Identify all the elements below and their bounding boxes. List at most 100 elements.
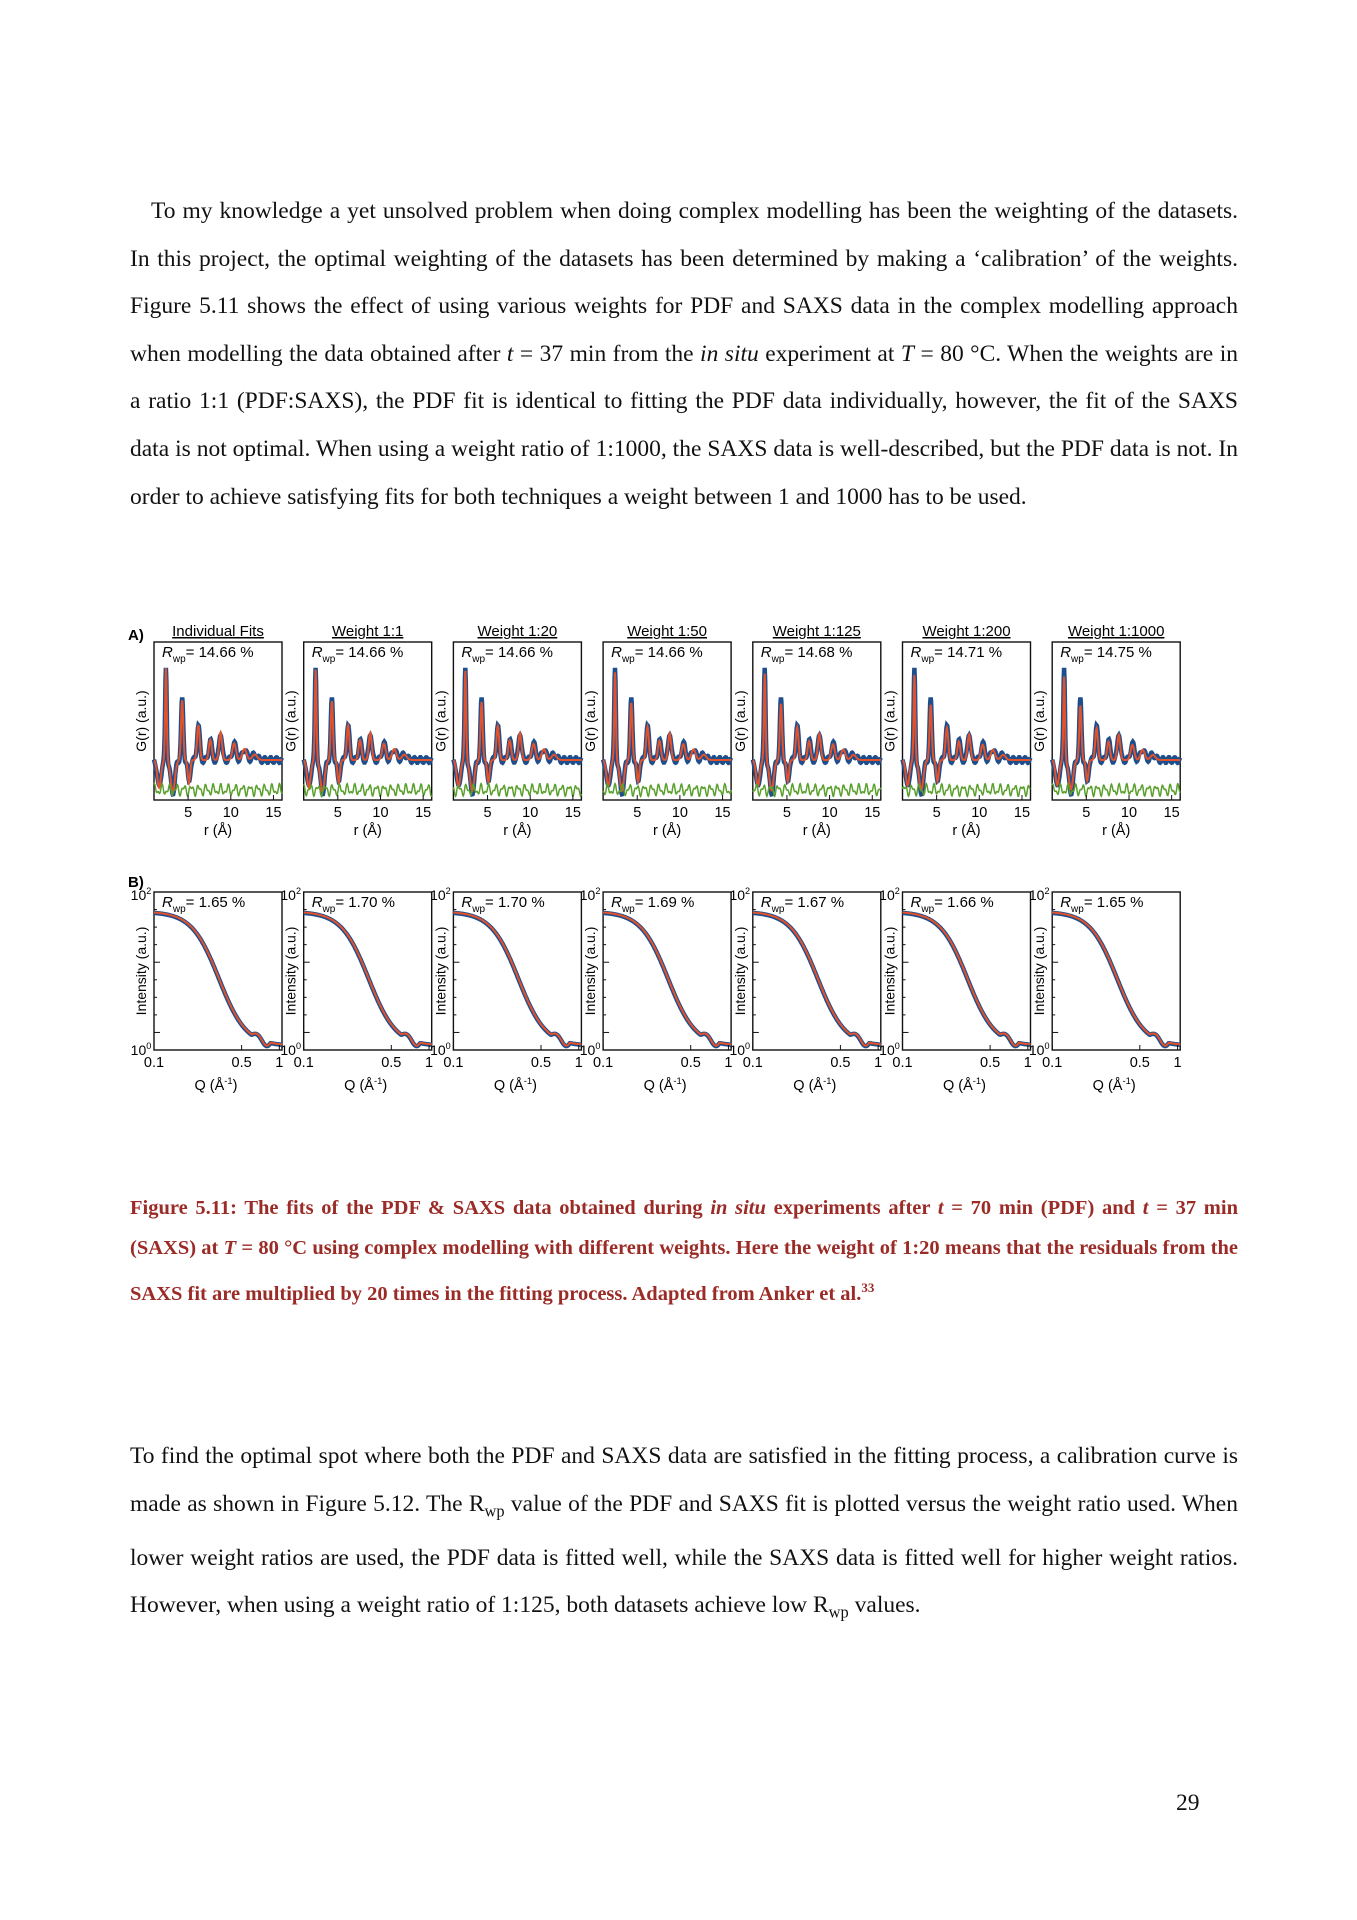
saxs-x-tick-label: 1: [275, 1055, 283, 1071]
pdf-rwp-label: Rwp= 14.66 %: [162, 644, 254, 665]
saxs-x-tick-label: 0.1: [743, 1055, 763, 1071]
pdf-fit-curve: [302, 669, 432, 794]
pdf-x-tick-label: 10: [822, 805, 838, 821]
pdf-x-tick-label: 5: [1082, 805, 1090, 821]
panel-1: Individual Fits Rwp= 14.66 % G(r) (a.u.) 5 1…: [131, 623, 285, 1094]
panel-title: Weight 1:1000: [1068, 623, 1164, 640]
pdf-x-tick-label: 5: [933, 805, 941, 821]
saxs-x-tick-label: 1: [425, 1055, 433, 1071]
pdf-x-tick-label: 15: [565, 805, 581, 821]
saxs-y-label: Intensity (a.u.): [1031, 927, 1047, 1016]
saxs-x-label: Q (Å-1): [194, 1075, 237, 1094]
saxs-rwp-label: Rwp= 1.70 %: [312, 894, 395, 915]
pdf-fit-curve: [752, 673, 881, 792]
figure-caption: Figure 5.11: The fits of the PDF & SAXS …: [130, 1197, 1238, 1305]
saxs-y-tick-bottom: 100: [1029, 1041, 1050, 1058]
pdf-x-tick-label: 10: [372, 805, 388, 821]
saxs-fit-curve: [154, 911, 283, 1047]
saxs-fit-curve: [603, 911, 732, 1047]
saxs-y-tick-bottom: 100: [729, 1041, 750, 1058]
pdf-difference-curve: [153, 781, 283, 798]
saxs-y-tick-top: 102: [430, 886, 451, 903]
saxs-x-tick-label: 0.1: [593, 1055, 613, 1071]
panel-title: Weight 1:50: [627, 623, 707, 640]
pdf-rwp-label: Rwp= 14.66 %: [611, 644, 703, 665]
saxs-x-label: Q (Å-1): [793, 1075, 836, 1094]
pdf-x-tick-label: 15: [714, 805, 730, 821]
saxs-y-label: Intensity (a.u.): [882, 927, 898, 1016]
pdf-x-tick-label: 5: [633, 805, 641, 821]
pdf-fit-curve: [452, 670, 582, 793]
pdf-fit-curve: [1051, 676, 1181, 791]
saxs-y-label: Intensity (a.u.): [432, 927, 448, 1016]
panel-title: Weight 1:200: [922, 623, 1010, 640]
saxs-fit-curve: [902, 911, 1031, 1047]
pdf-x-label: r (Å): [653, 822, 681, 839]
saxs-y-tick-top: 102: [1029, 886, 1050, 903]
saxs-rwp-label: Rwp= 1.65 %: [1060, 894, 1143, 915]
panel-6: Weight 1:200 Rwp= 14.71 % G(r) (a.u.) 5 10 15…: [879, 623, 1033, 1094]
pdf-x-tick-label: 5: [783, 805, 791, 821]
panel-a-label: A): [128, 627, 144, 644]
paragraph-weighting: To my knowledge a yet unsolved problem w…: [130, 198, 1238, 510]
saxs-x-tick-label: 0.1: [892, 1055, 912, 1071]
saxs-x-tick-label: 0.1: [443, 1055, 463, 1071]
pdf-y-label: G(r) (a.u.): [582, 690, 598, 751]
pdf-fit-curve: [602, 672, 732, 793]
pdf-fit-curve: [153, 668, 282, 795]
pdf-x-tick-label: 15: [415, 805, 431, 821]
saxs-y-label: Intensity (a.u.): [732, 927, 748, 1016]
saxs-y-tick-top: 102: [280, 886, 301, 903]
pdf-x-label: r (Å): [1102, 822, 1130, 839]
saxs-rwp-label: Rwp= 1.70 %: [461, 894, 544, 915]
saxs-fit-curve: [453, 911, 582, 1047]
saxs-y-label: Intensity (a.u.): [133, 927, 149, 1016]
pdf-x-tick-label: 10: [971, 805, 987, 821]
pdf-fit-curve: [901, 675, 1031, 792]
pdf-x-label: r (Å): [503, 822, 531, 839]
reference-number: 33: [861, 1280, 875, 1295]
panel-5: Weight 1:125 Rwp= 14.68 % G(r) (a.u.) 5 10 15…: [729, 623, 883, 1094]
saxs-fit-curve: [752, 911, 881, 1047]
panel-title: Weight 1:20: [478, 623, 558, 640]
saxs-x-tick-label: 0.5: [381, 1055, 401, 1071]
panel-b-label: B): [128, 874, 144, 891]
saxs-x-tick-label: 1: [724, 1055, 732, 1071]
panel-title: Individual Fits: [172, 623, 264, 640]
saxs-rwp-label: Rwp= 1.69 %: [611, 894, 694, 915]
saxs-y-tick-bottom: 100: [280, 1041, 301, 1058]
pdf-y-label: G(r) (a.u.): [882, 690, 898, 751]
pdf-difference-curve: [452, 782, 583, 798]
saxs-x-tick-label: 0.5: [980, 1055, 1000, 1071]
pdf-y-label: G(r) (a.u.): [283, 690, 299, 751]
pdf-x-tick-label: 10: [1121, 805, 1137, 821]
saxs-rwp-label: Rwp= 1.65 %: [162, 894, 245, 915]
pdf-y-label: G(r) (a.u.): [732, 690, 748, 751]
pdf-difference-curve: [752, 782, 882, 799]
panel-3: Weight 1:20 Rwp= 14.66 % G(r) (a.u.) 5 10 15 r…: [430, 623, 584, 1094]
pdf-y-label: G(r) (a.u.): [1031, 690, 1047, 751]
saxs-rwp-label: Rwp= 1.66 %: [911, 894, 994, 915]
saxs-x-tick-label: 0.5: [232, 1055, 252, 1071]
pdf-x-tick-label: 5: [184, 805, 192, 821]
pdf-x-tick-label: 10: [223, 805, 239, 821]
saxs-x-tick-label: 0.1: [144, 1055, 164, 1071]
saxs-x-tick-label: 1: [1024, 1055, 1032, 1071]
pdf-x-tick-label: 5: [334, 805, 342, 821]
pdf-rwp-label: Rwp= 14.66 %: [461, 644, 553, 665]
pdf-x-label: r (Å): [204, 822, 232, 839]
saxs-x-tick-label: 1: [575, 1055, 583, 1071]
saxs-x-label: Q (Å-1): [344, 1075, 387, 1094]
saxs-x-label: Q (Å-1): [1093, 1075, 1136, 1094]
pdf-rwp-label: Rwp= 14.66 %: [312, 644, 404, 665]
saxs-y-tick-top: 102: [131, 886, 152, 903]
pdf-difference-curve: [303, 782, 433, 799]
panel-title: Weight 1:1: [332, 623, 403, 640]
saxs-y-tick-bottom: 100: [879, 1041, 900, 1058]
saxs-x-tick-label: 0.5: [531, 1055, 551, 1071]
saxs-y-tick-top: 102: [580, 886, 601, 903]
pdf-rwp-label: Rwp= 14.75 %: [1060, 644, 1152, 665]
pdf-difference-curve: [602, 782, 732, 798]
saxs-x-tick-label: 0.1: [1042, 1055, 1062, 1071]
pdf-x-tick-label: 15: [1164, 805, 1180, 821]
